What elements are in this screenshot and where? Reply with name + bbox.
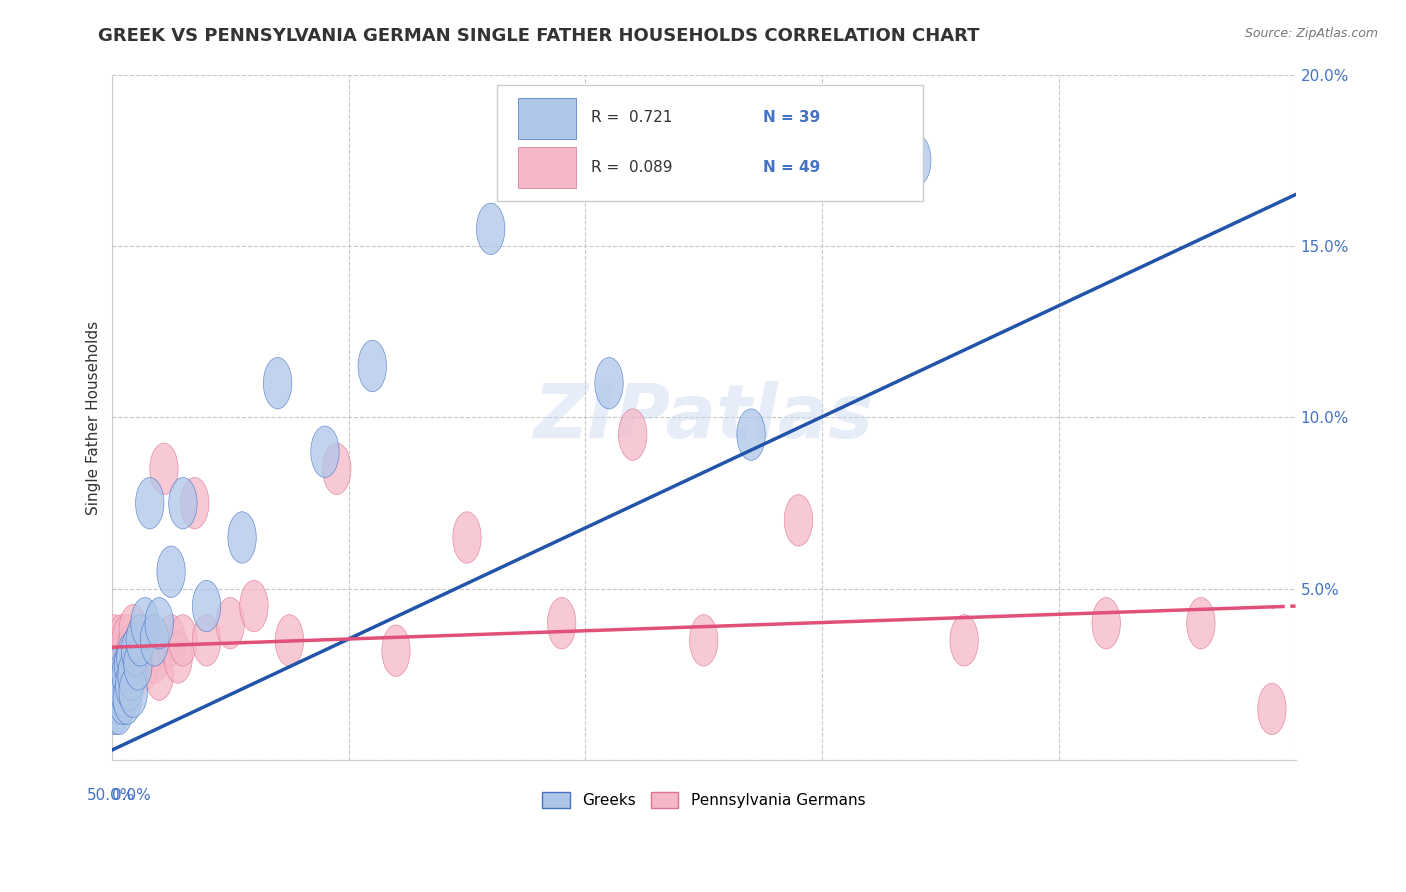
- Ellipse shape: [105, 659, 135, 711]
- Text: 0.0%: 0.0%: [112, 788, 150, 803]
- FancyBboxPatch shape: [517, 98, 576, 139]
- Ellipse shape: [453, 512, 481, 563]
- Ellipse shape: [100, 649, 128, 700]
- Ellipse shape: [114, 639, 142, 690]
- Ellipse shape: [228, 512, 256, 563]
- Ellipse shape: [145, 598, 173, 649]
- Ellipse shape: [477, 203, 505, 254]
- Ellipse shape: [118, 649, 146, 700]
- Ellipse shape: [547, 598, 576, 649]
- Text: 50.0%: 50.0%: [87, 788, 135, 803]
- Ellipse shape: [157, 615, 186, 666]
- Text: R =  0.089: R = 0.089: [592, 160, 673, 175]
- Ellipse shape: [107, 666, 135, 717]
- Text: N = 49: N = 49: [763, 160, 820, 175]
- Ellipse shape: [619, 409, 647, 460]
- Ellipse shape: [131, 639, 159, 690]
- Ellipse shape: [157, 546, 186, 598]
- Text: ZIPatlas: ZIPatlas: [534, 381, 873, 454]
- Text: N = 39: N = 39: [763, 111, 820, 126]
- Ellipse shape: [127, 615, 155, 666]
- Ellipse shape: [105, 625, 134, 676]
- Ellipse shape: [359, 340, 387, 392]
- Ellipse shape: [111, 666, 139, 717]
- Ellipse shape: [150, 443, 179, 494]
- Ellipse shape: [101, 632, 129, 683]
- Ellipse shape: [112, 649, 141, 700]
- Ellipse shape: [103, 639, 131, 690]
- Ellipse shape: [1187, 598, 1215, 649]
- Ellipse shape: [1258, 683, 1286, 735]
- Ellipse shape: [180, 477, 209, 529]
- Ellipse shape: [169, 615, 197, 666]
- Ellipse shape: [108, 673, 136, 724]
- Y-axis label: Single Father Households: Single Father Households: [86, 320, 101, 515]
- Ellipse shape: [121, 625, 150, 676]
- FancyBboxPatch shape: [496, 85, 922, 202]
- Text: R =  0.721: R = 0.721: [592, 111, 672, 126]
- Ellipse shape: [950, 615, 979, 666]
- Ellipse shape: [311, 426, 339, 477]
- Ellipse shape: [193, 615, 221, 666]
- Ellipse shape: [135, 477, 165, 529]
- Ellipse shape: [107, 615, 135, 666]
- Ellipse shape: [103, 666, 131, 717]
- Ellipse shape: [382, 625, 411, 676]
- Ellipse shape: [145, 649, 173, 700]
- Ellipse shape: [785, 494, 813, 546]
- Ellipse shape: [110, 632, 138, 683]
- Ellipse shape: [115, 659, 143, 711]
- Ellipse shape: [217, 598, 245, 649]
- Ellipse shape: [193, 581, 221, 632]
- Ellipse shape: [141, 615, 169, 666]
- Ellipse shape: [100, 615, 128, 666]
- Ellipse shape: [141, 632, 169, 683]
- Ellipse shape: [276, 615, 304, 666]
- Ellipse shape: [104, 673, 132, 724]
- Ellipse shape: [322, 443, 352, 494]
- Ellipse shape: [110, 649, 138, 700]
- Ellipse shape: [135, 625, 165, 676]
- Ellipse shape: [169, 477, 197, 529]
- Ellipse shape: [737, 409, 765, 460]
- Ellipse shape: [689, 615, 718, 666]
- Ellipse shape: [127, 615, 155, 666]
- Ellipse shape: [117, 625, 145, 676]
- Ellipse shape: [101, 683, 129, 735]
- Ellipse shape: [595, 358, 623, 409]
- Legend: Greeks, Pennsylvania Germans: Greeks, Pennsylvania Germans: [536, 786, 872, 814]
- Ellipse shape: [120, 605, 148, 656]
- Ellipse shape: [263, 358, 292, 409]
- Ellipse shape: [165, 632, 193, 683]
- Text: GREEK VS PENNSYLVANIA GERMAN SINGLE FATHER HOUSEHOLDS CORRELATION CHART: GREEK VS PENNSYLVANIA GERMAN SINGLE FATH…: [98, 27, 980, 45]
- Text: Source: ZipAtlas.com: Source: ZipAtlas.com: [1244, 27, 1378, 40]
- Ellipse shape: [120, 666, 148, 717]
- Ellipse shape: [117, 632, 145, 683]
- Ellipse shape: [131, 598, 159, 649]
- Ellipse shape: [112, 673, 142, 724]
- Ellipse shape: [124, 639, 152, 690]
- Ellipse shape: [1092, 598, 1121, 649]
- Ellipse shape: [121, 625, 150, 676]
- Ellipse shape: [112, 615, 141, 666]
- Ellipse shape: [239, 581, 269, 632]
- Ellipse shape: [124, 639, 152, 690]
- Ellipse shape: [105, 683, 134, 735]
- FancyBboxPatch shape: [517, 147, 576, 188]
- Ellipse shape: [903, 135, 931, 186]
- Ellipse shape: [114, 639, 142, 690]
